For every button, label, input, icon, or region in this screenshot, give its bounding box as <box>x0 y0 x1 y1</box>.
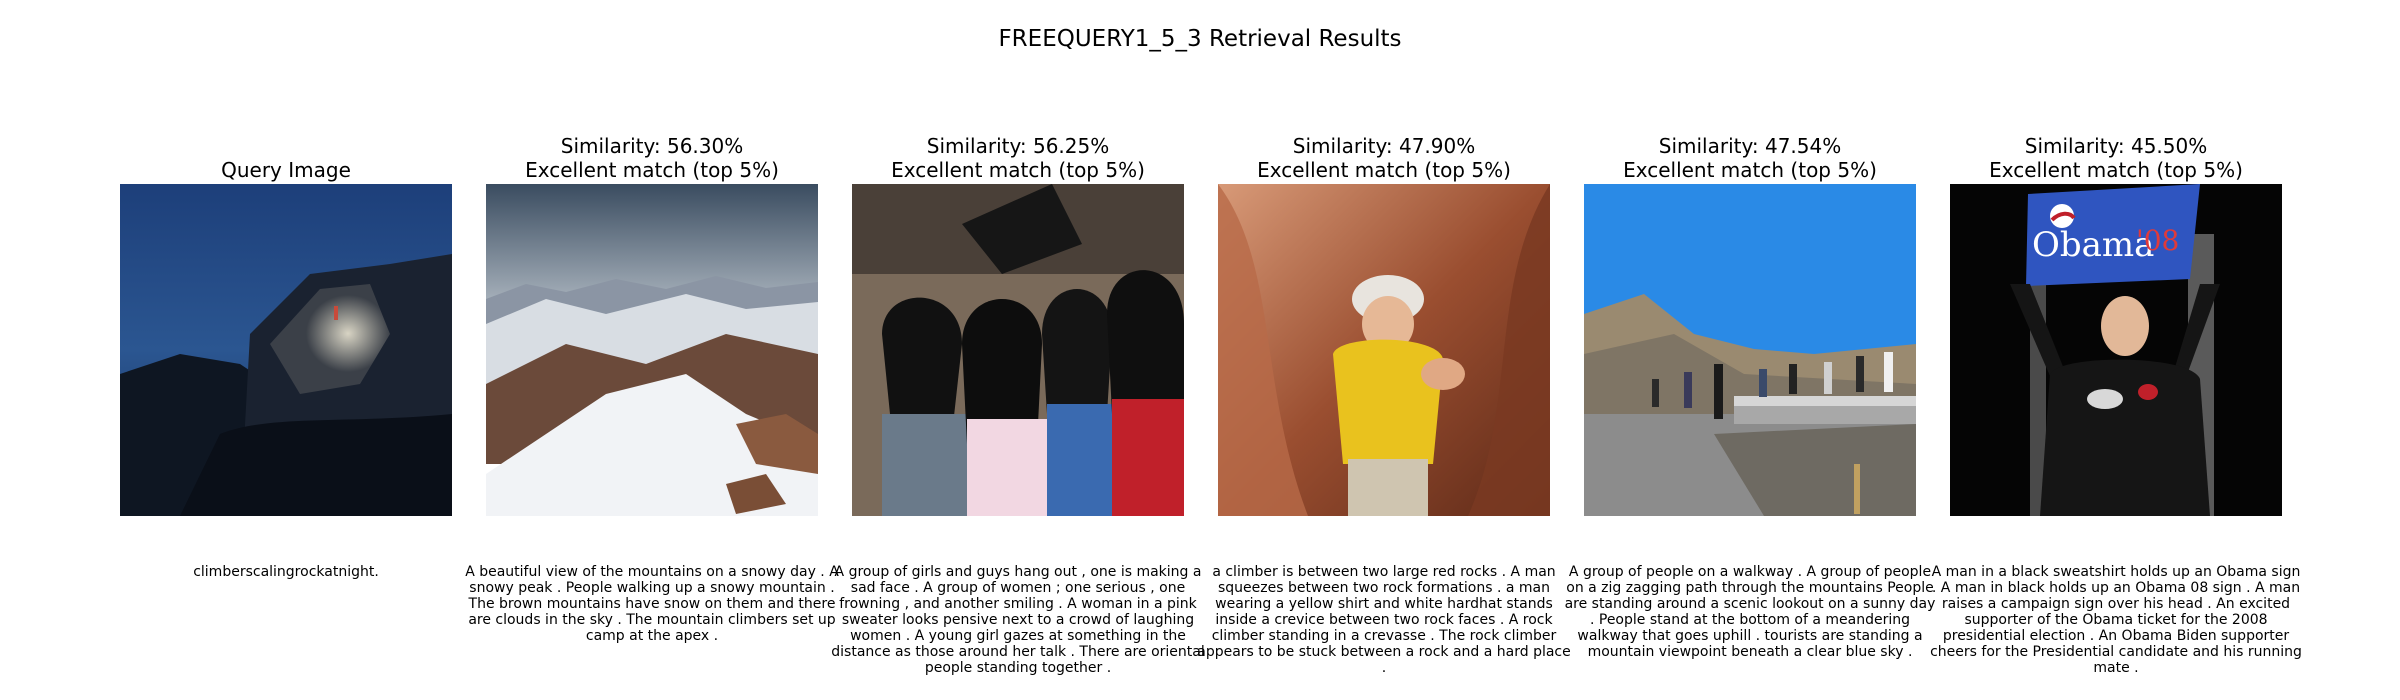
result-image <box>1584 184 1916 516</box>
result-heading: Similarity: 45.50% Excellent match (top … <box>1933 134 2299 182</box>
result-heading: Similarity: 47.90% Excellent match (top … <box>1201 134 1567 182</box>
similarity-label: Similarity: 47.90% <box>1292 134 1476 158</box>
result-caption: A group of girls and guys hang out , one… <box>831 564 1205 676</box>
match-label: Excellent match (top 5%) <box>525 158 779 182</box>
result-caption: A beautiful view of the mountains on a s… <box>465 564 839 644</box>
similarity-label: Similarity: 56.30% <box>560 134 744 158</box>
result-image <box>486 184 818 516</box>
match-label: Excellent match (top 5%) <box>1989 158 2243 182</box>
result-image <box>1218 184 1550 516</box>
result-column: Similarity: 56.30% Excellent match (top … <box>465 134 839 644</box>
match-label: Excellent match (top 5%) <box>1257 158 1511 182</box>
sign-name-text: Obama <box>2032 225 2154 265</box>
query-caption: climberscalingrockatnight. <box>193 564 379 580</box>
result-caption: A group of people on a walkway . A group… <box>1564 564 1936 660</box>
result-column: Similarity: 45.50% Excellent match (top … <box>1930 134 2302 676</box>
query-column: Query Image climberscalingrockat <box>103 134 469 580</box>
match-label: Excellent match (top 5%) <box>891 158 1145 182</box>
result-column: Similarity: 47.90% Excellent match (top … <box>1197 134 1570 676</box>
similarity-label: Similarity: 56.25% <box>926 134 1110 158</box>
result-column: Similarity: 56.25% Excellent match (top … <box>831 134 1204 676</box>
query-heading: Query Image <box>103 134 469 182</box>
result-column: Similarity: 47.54% Excellent match (top … <box>1565 134 1936 660</box>
query-image <box>120 184 452 516</box>
result-caption: A man in a black sweatshirt holds up an … <box>1930 564 2302 676</box>
result-heading: Similarity: 56.30% Excellent match (top … <box>469 134 835 182</box>
query-heading-text: Query Image <box>221 158 351 182</box>
result-image <box>852 184 1184 516</box>
similarity-label: Similarity: 47.54% <box>1658 134 1842 158</box>
match-label: Excellent match (top 5%) <box>1623 158 1877 182</box>
similarity-label: Similarity: 45.50% <box>2024 134 2208 158</box>
figure-title: FREEQUERY1_5_3 Retrieval Results <box>998 26 1402 52</box>
sign-year-text: '08 <box>2136 224 2179 257</box>
result-image: Obama '08 <box>1950 184 2282 516</box>
result-heading: Similarity: 56.25% Excellent match (top … <box>835 134 1201 182</box>
result-caption: a climber is between two large red rocks… <box>1197 564 1571 676</box>
result-heading: Similarity: 47.54% Excellent match (top … <box>1567 134 1933 182</box>
